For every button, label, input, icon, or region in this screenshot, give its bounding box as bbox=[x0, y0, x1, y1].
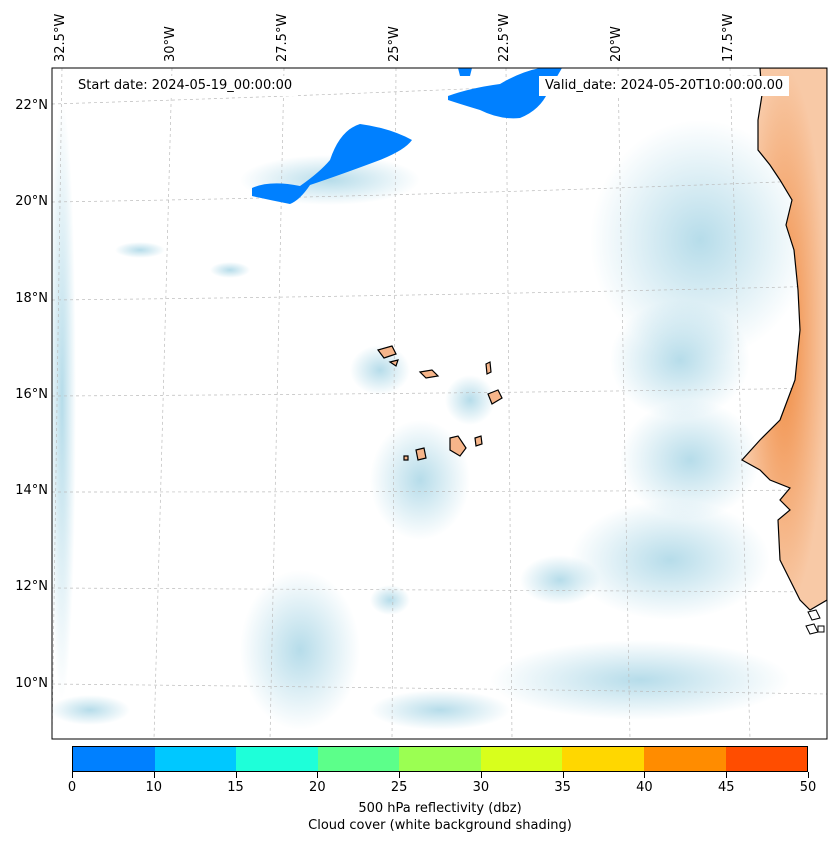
colorbar-segment bbox=[154, 747, 237, 771]
colorbar-tick bbox=[726, 772, 728, 778]
colorbar-tick-label: 25 bbox=[390, 780, 408, 795]
colorbar bbox=[72, 746, 808, 772]
cape-verde-islands bbox=[376, 345, 503, 461]
lon-label-25w: 25°W bbox=[387, 26, 402, 62]
colorbar-tick-label: 15 bbox=[227, 780, 244, 795]
colorbar-tick bbox=[72, 772, 73, 778]
colorbar-segment bbox=[725, 747, 808, 771]
lat-label-14n: 14°N bbox=[15, 483, 48, 498]
colorbar-tick bbox=[153, 772, 155, 778]
gridlines bbox=[52, 68, 827, 739]
colorbar-tick-label: 30 bbox=[472, 780, 490, 795]
colorbar-tick-label: 20 bbox=[309, 780, 326, 795]
valid-date-label: Valid_date: 2024-05-20T10:00:00.00 bbox=[539, 76, 790, 96]
colorbar-segment bbox=[236, 747, 318, 771]
lon-label-17-5w: 17.5°W bbox=[721, 13, 736, 62]
lat-label-20n: 20°N bbox=[15, 194, 48, 209]
start-date-label: Start date: 2024-05-19_00:00:00 bbox=[72, 76, 299, 96]
colorbar-tick bbox=[808, 772, 809, 778]
colorbar-segment bbox=[643, 747, 726, 771]
colorbar-tick-label: 10 bbox=[145, 780, 163, 795]
reflectivity-areas bbox=[252, 68, 562, 204]
lat-label-12n: 12°N bbox=[15, 579, 48, 594]
colorbar-tick bbox=[235, 772, 237, 778]
colorbar-tick bbox=[644, 772, 646, 778]
colorbar-tick-label: 35 bbox=[554, 780, 571, 795]
colorbar-tick bbox=[562, 772, 564, 778]
lon-label-27-5w: 27.5°W bbox=[275, 13, 290, 62]
lat-label-22n: 22°N bbox=[15, 98, 48, 113]
africa-coast bbox=[741, 68, 827, 611]
lat-label-18n: 18°N bbox=[15, 291, 48, 306]
colorbar-tick-label: 45 bbox=[717, 780, 735, 795]
map-frame bbox=[51, 67, 828, 740]
colorbar-tick-label: 40 bbox=[636, 780, 653, 795]
lon-label-20w: 20°W bbox=[609, 26, 624, 62]
lat-label-10n: 10°N bbox=[15, 676, 48, 691]
colorbar-sublabel: Cloud cover (white background shading) bbox=[308, 818, 572, 833]
lat-label-16n: 16°N bbox=[15, 387, 48, 402]
colorbar-tick bbox=[480, 772, 482, 778]
colorbar-segment bbox=[562, 747, 644, 771]
bijagos-islands bbox=[805, 609, 825, 635]
lon-label-30w: 30°W bbox=[163, 26, 178, 62]
colorbar-segment bbox=[73, 747, 155, 771]
colorbar-tick-label: 0 bbox=[67, 780, 77, 795]
colorbar-tick-label: 50 bbox=[799, 780, 817, 795]
colorbar-segment bbox=[480, 747, 563, 771]
cloud-cover-shading bbox=[52, 100, 810, 730]
lon-label-22-5w: 22.5°W bbox=[497, 13, 512, 62]
colorbar-segment bbox=[317, 747, 400, 771]
colorbar-tick bbox=[317, 772, 319, 778]
lon-label-32-5w: 32.5°W bbox=[53, 13, 68, 62]
colorbar-label: 500 hPa reflectivity (dbz) bbox=[358, 801, 522, 816]
colorbar-segment bbox=[399, 747, 481, 771]
colorbar-tick bbox=[399, 772, 401, 778]
